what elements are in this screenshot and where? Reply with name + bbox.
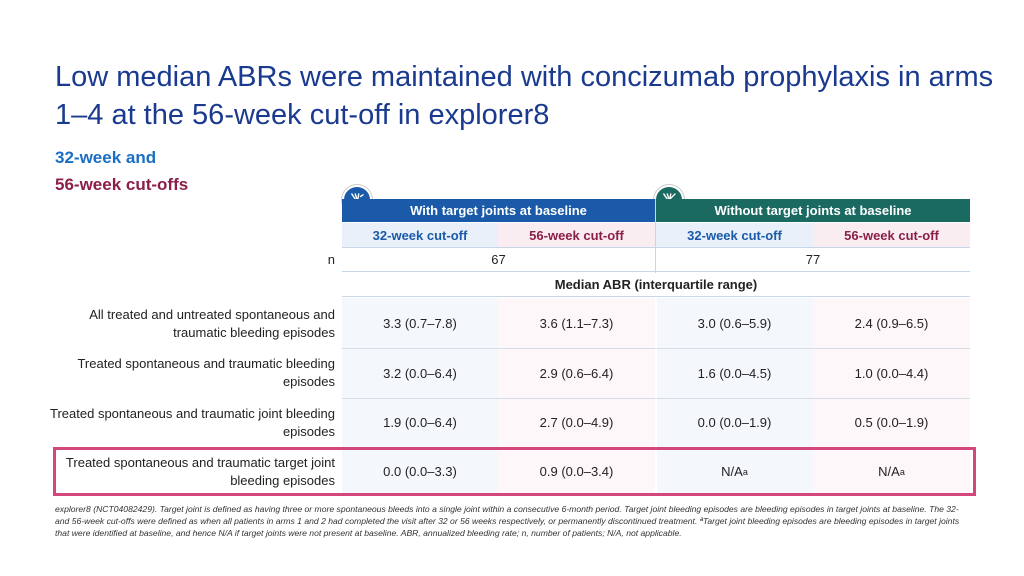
row-label-target-joint-bleeds: Treated spontaneous and traumatic target… [65, 455, 335, 488]
n-without-target: 77 [656, 248, 970, 272]
subtitle-56-week: 56-week cut-offs [55, 175, 189, 194]
table-cell: N/A a [656, 447, 813, 496]
highlight-box [53, 447, 976, 496]
footnote: explorer8 (NCT04082429). Target joint is… [55, 504, 960, 538]
n-label: n [327, 252, 335, 267]
table-cell: 3.0 (0.6–5.9) [697, 315, 772, 331]
table-cell: 3.6 (1.1–7.3) [539, 315, 614, 331]
row-label-all-bleeds: All treated and untreated spontaneous an… [89, 307, 335, 340]
na-value: N/A [721, 464, 743, 479]
footnote-marker: a [899, 466, 905, 477]
subheader-32-week-with: 32-week cut-off [342, 223, 498, 248]
header-without-target-joints: Without target joints at baseline [656, 199, 970, 222]
table-cell: 0.5 (0.0–1.9) [854, 415, 929, 430]
footnote-marker: a [742, 466, 748, 477]
row-label-treated-bleeds: Treated spontaneous and traumatic bleedi… [77, 356, 335, 389]
subheader-56-week-without: 56-week cut-off [813, 223, 970, 248]
table-cell: 0.0 (0.0–1.9) [697, 415, 772, 430]
table-cell: 1.9 (0.0–6.4) [383, 415, 457, 430]
header-with-target-joints: With target joints at baseline [342, 199, 655, 222]
median-abr-label: Median ABR (interquartile range) [342, 273, 970, 297]
table-cell: 2.9 (0.6–6.4) [539, 365, 614, 381]
table-cell: N/A a [813, 447, 970, 496]
na-value: N/A [878, 464, 900, 479]
table-cell: 1.0 (0.0–4.4) [854, 365, 929, 381]
table-cell: 3.2 (0.0–6.4) [383, 365, 457, 381]
subheader-32-week-without: 32-week cut-off [656, 223, 813, 248]
table-cell: 2.4 (0.9–6.5) [854, 315, 929, 331]
subtitle-32-week: 32-week and [55, 148, 157, 167]
table-cell: 0.0 (0.0–3.3) [383, 464, 457, 479]
subheader-56-week-with: 56-week cut-off [498, 223, 655, 248]
table-cell: 3.3 (0.7–7.8) [383, 315, 457, 331]
n-with-target: 67 [342, 248, 655, 272]
table-cell: 0.9 (0.0–3.4) [539, 464, 614, 479]
table-cell: 2.7 (0.0–4.9) [539, 415, 614, 430]
slide-title: Low median ABRs were maintained with con… [55, 61, 994, 131]
row-label-joint-bleeds: Treated spontaneous and traumatic joint … [50, 406, 335, 439]
table-cell: 1.6 (0.0–4.5) [697, 365, 772, 381]
